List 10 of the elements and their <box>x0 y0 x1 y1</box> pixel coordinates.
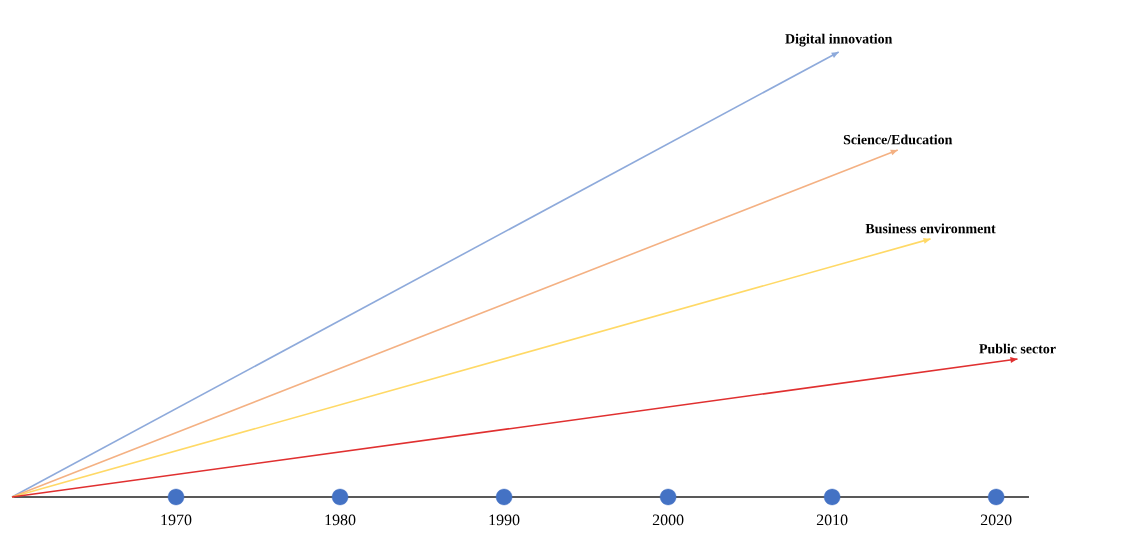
x-tick-label: 1990 <box>489 514 520 526</box>
x-tick-label: 1980 <box>325 514 356 526</box>
x-tick-label: 1970 <box>161 514 192 526</box>
series-label: Public sector <box>979 343 1056 354</box>
series-label: Business environment <box>865 223 996 234</box>
x-tick-label: 2000 <box>652 514 684 526</box>
x-tick-label: 2020 <box>980 514 1012 526</box>
series-label: Science/Education <box>843 134 953 145</box>
x-tick-label: 2010 <box>816 514 848 526</box>
series-label: Digital innovation <box>785 33 893 47</box>
